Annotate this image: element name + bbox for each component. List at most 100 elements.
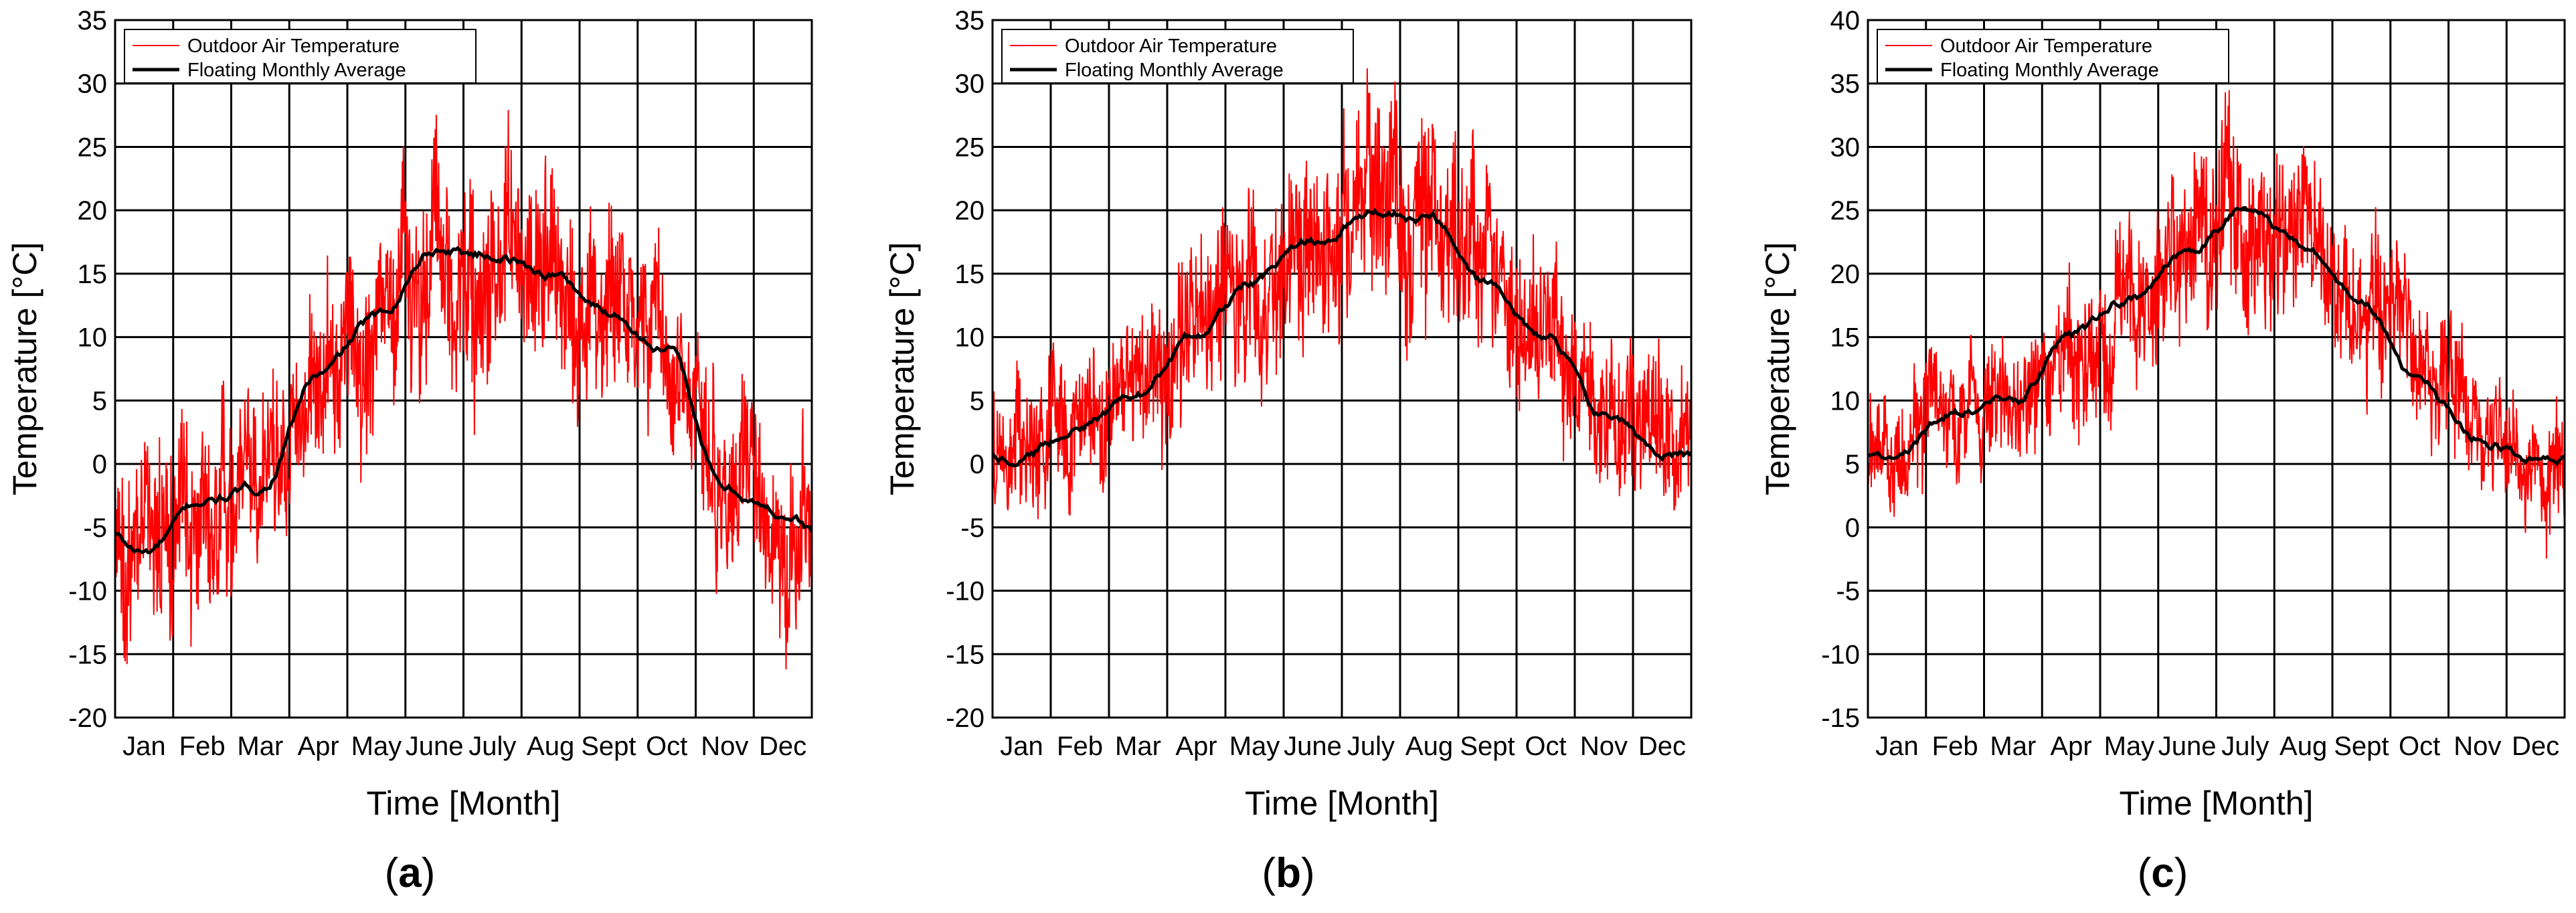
y-tick-label: 25	[78, 133, 108, 162]
y-tick-label: 20	[955, 196, 985, 226]
x-tick-label: Nov	[701, 732, 748, 761]
y-tick-label: -5	[960, 513, 984, 543]
x-axis-label: Time [Month]	[1245, 784, 1439, 822]
y-tick-label: -15	[68, 640, 107, 669]
x-tick-label: Jan	[1000, 732, 1043, 761]
y-tick-label: -10	[68, 577, 107, 606]
x-tick-label: June	[2158, 732, 2217, 761]
legend-entry: Outdoor Air Temperature	[187, 35, 400, 57]
x-tick-label: July	[1347, 732, 1395, 761]
y-tick-label: 35	[955, 6, 985, 35]
x-tick-label: July	[468, 732, 516, 761]
x-tick-label: May	[1229, 732, 1280, 761]
y-tick-label: 0	[970, 450, 984, 479]
y-tick-label: 30	[1830, 133, 1861, 162]
plot-border	[1867, 19, 2566, 719]
plot-border	[991, 19, 1693, 719]
x-tick-label: Apr	[298, 732, 339, 761]
y-axis-label: Temperature [°C]	[1759, 242, 1796, 495]
legend-entry: Outdoor Air Temperature	[1940, 35, 2152, 57]
y-tick-label: 10	[1830, 386, 1861, 416]
x-tick-label: Apr	[1175, 732, 1217, 761]
x-axis-label: Time [Month]	[367, 784, 561, 822]
x-tick-label: Apr	[2051, 732, 2092, 761]
x-tick-label: Feb	[1057, 732, 1103, 761]
x-tick-label: May	[2104, 732, 2155, 761]
legend-box	[1001, 29, 1354, 84]
legend-box	[1877, 29, 2229, 84]
y-tick-label: 35	[1830, 70, 1861, 99]
series-line-outdoor-air-temperature	[1868, 90, 2565, 559]
chart-panel-a: -20 -15 -10 -5 0 5 10 15 20 25 30 35 Jan Feb Mar Apr May…	[6, 6, 813, 896]
series-line-floating-monthly-average	[1868, 205, 2565, 467]
x-tick-label: Feb	[1932, 732, 1978, 761]
x-tick-label: Nov	[1580, 732, 1628, 761]
y-tick-label: 15	[78, 260, 108, 289]
x-tick-label: Aug	[2280, 732, 2327, 761]
series-line-outdoor-air-temperature	[993, 68, 1691, 519]
x-tick-label: Sept	[581, 732, 636, 761]
x-tick-label: Aug	[527, 732, 574, 761]
y-tick-label: 5	[970, 386, 984, 416]
y-tick-label: 20	[78, 196, 108, 226]
series-line-floating-monthly-average	[115, 246, 812, 554]
y-tick-label: 15	[1830, 323, 1861, 353]
y-tick-label: 0	[1845, 513, 1860, 543]
x-tick-label: Mar	[237, 732, 283, 761]
panel-label: (c)	[2138, 850, 2188, 896]
x-tick-label: Nov	[2454, 732, 2501, 761]
x-tick-label: Oct	[1525, 732, 1566, 761]
y-tick-label: 25	[1830, 196, 1861, 226]
y-tick-label: 5	[1845, 450, 1860, 479]
series-line-floating-monthly-average	[993, 208, 1691, 468]
chart-panel-b: -20 -15 -10 -5 0 5 10 15 20 25 30 35 Jan Feb Mar Apr May…	[883, 6, 1693, 896]
y-tick-label: 35	[78, 6, 108, 35]
x-tick-label: June	[1284, 732, 1342, 761]
legend-entry: Floating Monthly Average	[187, 60, 406, 81]
y-tick-label: 30	[78, 70, 108, 99]
x-axis-label: Time [Month]	[2120, 784, 2314, 822]
y-tick-label: 25	[955, 133, 985, 162]
y-tick-label: 10	[955, 323, 985, 353]
x-tick-label: Jan	[122, 732, 166, 761]
panel-label: (b)	[1262, 850, 1314, 896]
panel-label: (a)	[385, 850, 436, 896]
x-tick-label: May	[351, 732, 402, 761]
legend-entry: Floating Monthly Average	[1065, 60, 1284, 81]
y-tick-label: 10	[78, 323, 108, 353]
y-tick-label: -15	[1821, 703, 1860, 733]
y-tick-label: 40	[1830, 6, 1861, 35]
x-tick-label: Sept	[1460, 732, 1515, 761]
y-tick-label: -20	[946, 703, 984, 733]
x-tick-label: Mar	[1990, 732, 2036, 761]
y-tick-label: 15	[955, 260, 985, 289]
x-tick-label: Sept	[2334, 732, 2389, 761]
y-tick-label: -5	[83, 513, 107, 543]
x-tick-label: Mar	[1115, 732, 1161, 761]
y-tick-label: 0	[92, 450, 107, 479]
legend-entry: Floating Monthly Average	[1940, 60, 2159, 81]
x-tick-label: July	[2221, 732, 2269, 761]
series-line-outdoor-air-temperature	[115, 110, 812, 670]
x-tick-label: June	[406, 732, 464, 761]
y-axis-label: Temperature [°C]	[6, 242, 44, 495]
legend-box	[124, 29, 477, 84]
y-tick-label: 20	[1830, 260, 1861, 289]
y-tick-label: -10	[1821, 640, 1860, 669]
y-tick-label: -10	[946, 577, 984, 606]
x-tick-label: Jan	[1875, 732, 1919, 761]
legend-entry: Outdoor Air Temperature	[1065, 35, 1277, 57]
x-tick-label: Dec	[2512, 732, 2559, 761]
y-tick-label: -20	[68, 703, 107, 733]
y-axis-label: Temperature [°C]	[883, 242, 921, 495]
y-tick-label: -5	[1836, 577, 1860, 606]
x-tick-label: Oct	[2399, 732, 2440, 761]
y-tick-label: -15	[946, 640, 984, 669]
plot-border	[114, 19, 813, 719]
x-tick-label: Aug	[1405, 732, 1453, 761]
x-tick-label: Oct	[646, 732, 687, 761]
x-tick-label: Dec	[759, 732, 806, 761]
x-tick-label: Feb	[179, 732, 226, 761]
